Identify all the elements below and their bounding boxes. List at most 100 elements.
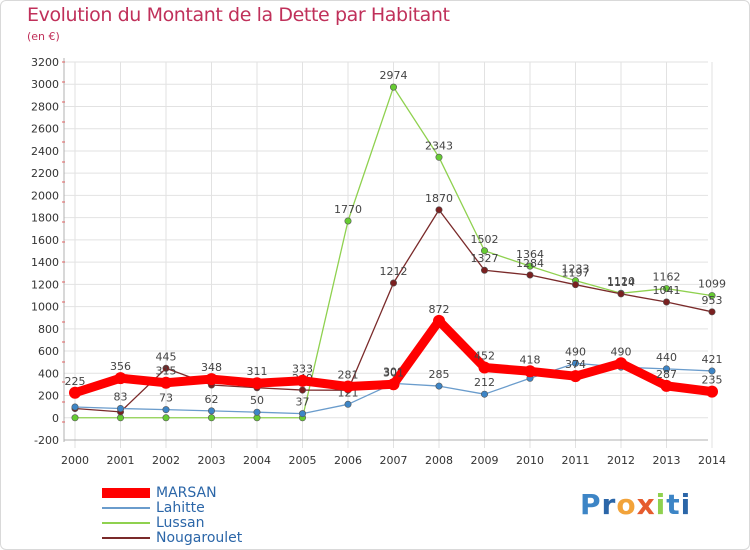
data-point-marsan-2011 <box>569 370 582 383</box>
x-tick-label: 2002 <box>152 454 180 467</box>
x-tick-label: 2001 <box>107 454 135 467</box>
data-point-lahitte-2002 <box>162 406 170 414</box>
y-tick-label: 1600 <box>31 234 59 247</box>
data-label-lussan-2011: 1233 <box>562 263 590 276</box>
data-point-lahitte-2011 <box>571 359 579 367</box>
data-point-lahitte-2001 <box>117 405 125 413</box>
data-label-marsan-2003: 348 <box>201 361 222 374</box>
data-point-nougaroulet-2008 <box>435 206 443 214</box>
data-label-lahitte-2011: 490 <box>565 345 586 358</box>
x-tick-label: 2011 <box>562 454 590 467</box>
data-point-lahitte-2014 <box>708 367 716 375</box>
data-label-nougaroulet-2002: 445 <box>156 350 177 363</box>
data-point-lahitte-2000 <box>71 403 79 411</box>
data-point-lahitte-2009 <box>480 390 488 398</box>
x-tick-label: 2003 <box>198 454 226 467</box>
data-label-nougaroulet-2009: 1327 <box>471 252 499 265</box>
y-tick-label: 800 <box>38 323 59 336</box>
y-tick-label: 1000 <box>31 301 59 314</box>
data-label-marsan-2010: 418 <box>520 353 541 366</box>
data-point-marsan-2003 <box>205 373 218 386</box>
data-label-lussan-2009: 1502 <box>471 233 499 246</box>
data-point-lussan-2002 <box>162 414 170 422</box>
data-point-nougaroulet-2009 <box>480 266 488 274</box>
chart-title: Evolution du Montant de la Dette par Hab… <box>27 4 450 26</box>
data-label-lahitte-2014: 421 <box>702 353 723 366</box>
data-point-nougaroulet-2012 <box>617 290 625 298</box>
data-label-lahitte-2009: 212 <box>474 376 495 389</box>
plot-area <box>64 62 708 440</box>
data-point-marsan-2012 <box>615 357 627 370</box>
data-point-lahitte-2008 <box>435 382 443 390</box>
data-point-lussan-2006 <box>344 217 352 225</box>
legend-label-lussan: Lussan <box>156 515 205 531</box>
data-label-lahitte-2013: 440 <box>656 351 677 364</box>
data-label-lussan-2010: 1364 <box>516 248 544 261</box>
data-label-nougaroulet-2011: 1197 <box>562 267 590 280</box>
data-point-lussan-2009 <box>480 247 488 255</box>
data-point-lussan-2003 <box>208 414 216 422</box>
data-point-lahitte-2003 <box>208 407 216 415</box>
data-label-nougaroulet-2012: 1114 <box>607 276 635 289</box>
data-point-marsan-2005 <box>296 374 309 387</box>
x-tick-label: 2006 <box>334 454 362 467</box>
x-tick-label: 2010 <box>516 454 544 467</box>
data-label-marsan-2001: 356 <box>110 360 131 373</box>
data-label-lahitte-2002: 73 <box>159 392 173 405</box>
data-point-marsan-2004 <box>251 377 263 390</box>
y-tick-label: 1400 <box>31 256 59 269</box>
data-point-nougaroulet-2007 <box>389 279 397 287</box>
legend-label-nougaroulet: Nougaroulet <box>156 530 243 546</box>
y-tick-label: 2600 <box>31 123 59 136</box>
x-tick-label: 2005 <box>289 454 317 467</box>
legend-label-marsan: MARSAN <box>156 485 217 501</box>
x-tick-label: 2012 <box>607 454 635 467</box>
data-label-lahitte-2001: 83 <box>114 391 128 404</box>
data-label-marsan-2008: 872 <box>429 303 450 316</box>
legend-label-lahitte: Lahitte <box>156 500 205 516</box>
data-label-marsan-2013: 287 <box>656 368 677 381</box>
data-point-nougaroulet-2002 <box>162 364 170 372</box>
data-point-marsan-2009 <box>478 361 491 374</box>
data-point-nougaroulet-2005 <box>298 386 306 394</box>
data-point-marsan-2013 <box>660 379 673 392</box>
data-point-nougaroulet-2010 <box>526 271 534 279</box>
data-point-nougaroulet-2013 <box>662 298 670 306</box>
data-label-marsan-2011: 374 <box>565 358 586 371</box>
x-tick-label: 2000 <box>61 454 89 467</box>
data-label-marsan-2005: 333 <box>292 363 313 376</box>
y-tick-label: -200 <box>34 434 59 447</box>
data-point-lussan-2001 <box>117 414 125 422</box>
y-tick-label: 3200 <box>31 56 59 69</box>
data-point-lussan-2007 <box>389 83 397 91</box>
data-label-lussan-2014: 1099 <box>698 278 726 291</box>
data-label-lussan-2007: 2974 <box>380 69 408 82</box>
data-label-marsan-2009: 452 <box>474 350 495 363</box>
y-tick-label: 3000 <box>31 78 59 91</box>
x-tick-label: 2009 <box>471 454 499 467</box>
data-point-lussan-2010 <box>526 262 534 270</box>
proxiti-logo: Proxiti <box>580 488 691 521</box>
y-tick-label: 400 <box>38 367 59 380</box>
proxiti-logo-text: Proxiti <box>580 488 692 521</box>
x-tick-label: 2014 <box>698 454 726 467</box>
y-tick-label: 1800 <box>31 212 59 225</box>
data-point-lussan-2014 <box>708 292 716 300</box>
data-point-lussan-2000 <box>71 414 79 422</box>
data-point-marsan-2000 <box>69 386 81 399</box>
x-tick-label: 2008 <box>425 454 453 467</box>
chart-subtitle: (en €) <box>27 30 60 43</box>
data-point-marsan-2010 <box>524 365 536 378</box>
data-label-lahitte-2005: 37 <box>296 396 310 409</box>
data-label-lahitte-2008: 285 <box>429 368 450 381</box>
data-point-lahitte-2005 <box>298 410 306 418</box>
x-tick-label: 2007 <box>380 454 408 467</box>
y-tick-label: 0 <box>52 412 59 425</box>
data-point-marsan-2014 <box>706 385 718 398</box>
data-point-lahitte-2006 <box>344 400 352 408</box>
y-tick-label: 2000 <box>31 189 59 202</box>
data-label-marsan-2014: 235 <box>702 374 723 387</box>
data-point-lahitte-2013 <box>662 365 670 373</box>
data-label-nougaroulet-2008: 1870 <box>425 192 453 205</box>
data-label-marsan-2004: 311 <box>247 365 268 378</box>
